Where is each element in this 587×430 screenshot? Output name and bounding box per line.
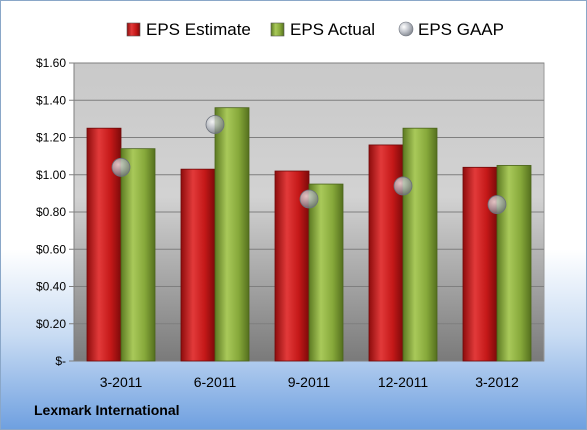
eps-estimate-bar [462, 166, 498, 362]
eps-gaap-marker [205, 115, 225, 134]
y-tick-label: $1.60 [36, 56, 66, 70]
y-tick-label: $0.40 [36, 280, 66, 294]
eps-actual-bar [120, 148, 156, 362]
eps-gaap-legend-label: EPS GAAP [418, 20, 504, 39]
eps-actual-bar [308, 183, 344, 362]
plot-area: $- $0.20 $0.40 $0.60 $0.80 $1.00 $1.20 $1.40 $1.… [36, 56, 545, 390]
y-tick-label: $1.00 [36, 168, 66, 182]
eps-gaap-marker [393, 176, 413, 196]
legend: EPS Estimate EPS Actual EPS GAAP [126, 20, 504, 39]
eps-actual-bar [214, 107, 250, 362]
eps-estimate-legend-label: EPS Estimate [146, 20, 251, 39]
x-tick-label: 3-2011 [100, 374, 143, 390]
eps-actual-legend-label: EPS Actual [290, 20, 375, 39]
x-tick-label: 6-2011 [194, 374, 237, 390]
y-tick-label: $1.20 [36, 131, 66, 145]
eps-gaap-legend-swatch [398, 21, 414, 37]
eps-actual-bar [496, 165, 532, 362]
eps-gaap-marker [299, 189, 319, 209]
x-tick-label: 12-2011 [378, 374, 429, 390]
eps-estimate-bar [368, 144, 404, 362]
y-tick-label: $1.40 [36, 93, 66, 107]
eps-gaap-marker [111, 157, 131, 177]
y-tick-label: $0.80 [36, 205, 66, 219]
company-label: Lexmark International [34, 402, 180, 418]
eps-estimate-bar [180, 168, 216, 362]
eps-actual-bar [402, 127, 438, 362]
eps-gaap-marker [487, 195, 507, 214]
y-tick-label: $0.60 [36, 242, 66, 256]
x-tick-label: 3-2012 [475, 374, 519, 390]
y-tick-label: $- [55, 354, 66, 368]
eps-actual-legend-swatch [270, 22, 285, 37]
y-tick-label: $0.20 [36, 317, 66, 331]
x-tick-label: 9-2011 [288, 374, 331, 390]
eps-estimate-legend-swatch [126, 22, 141, 37]
